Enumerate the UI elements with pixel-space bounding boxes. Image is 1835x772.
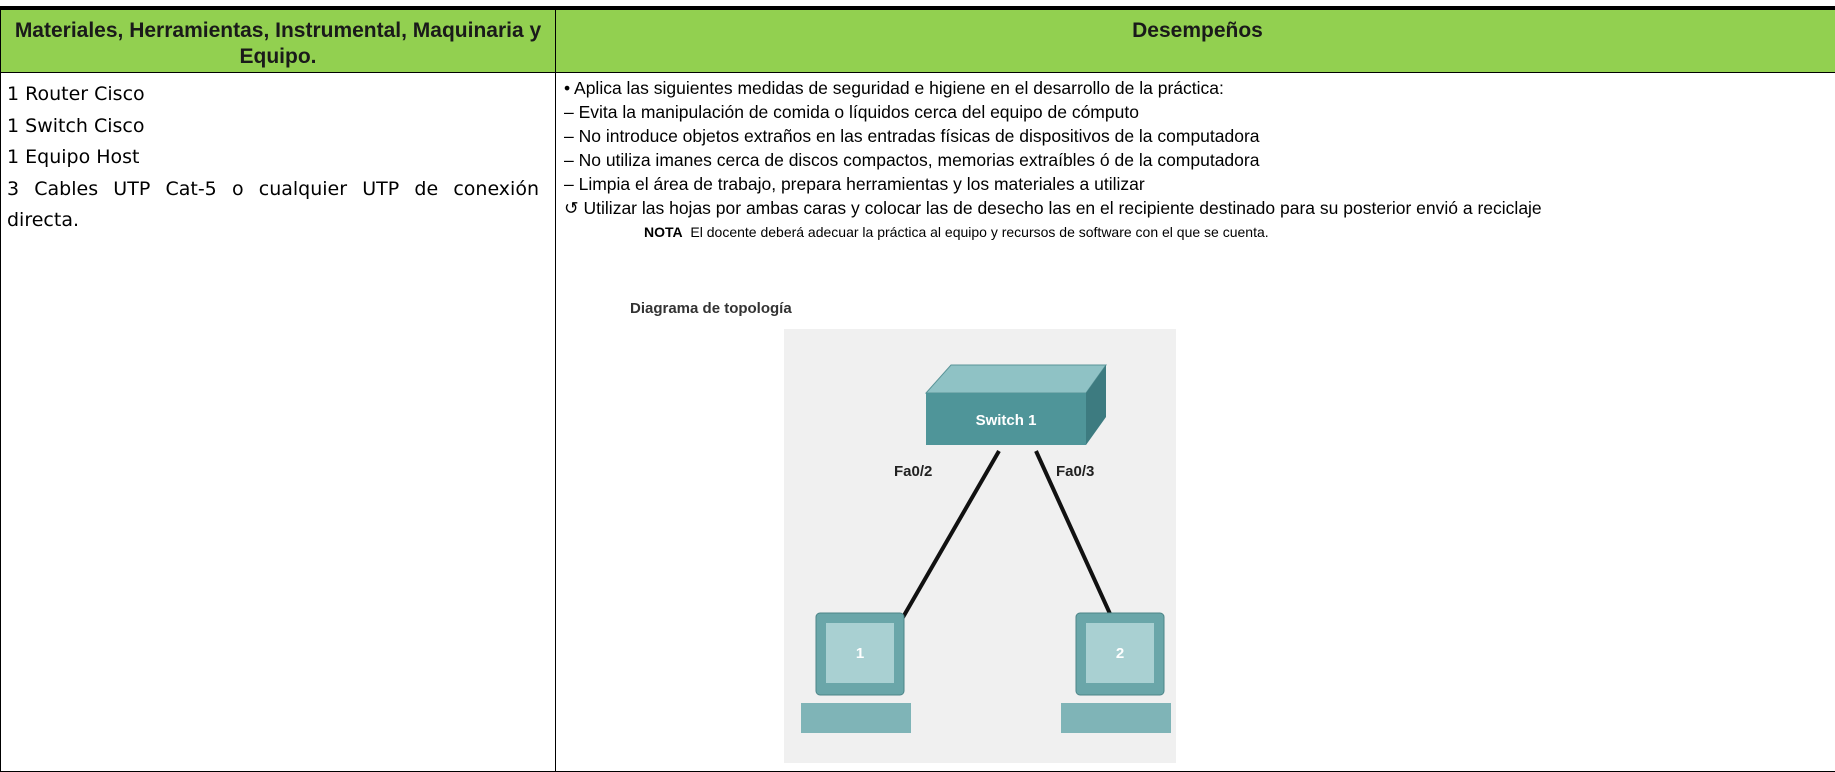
performance-item: ↺ Utilizar las hojas por ambas caras y c… (564, 198, 1542, 218)
host: 2 (1061, 612, 1171, 733)
host-label: 2 (1116, 645, 1124, 662)
performance-item: – No introduce objetos extraños en las e… (564, 126, 1260, 146)
performance-item: – Evita la manipulación de comida o líqu… (564, 102, 1139, 122)
host: 1 (801, 612, 911, 733)
cable (1034, 450, 1123, 639)
header-cell: Materiales, Herramientas, Instrumental, … (0, 9, 556, 73)
material-item: 1 Router Cisco (7, 83, 145, 105)
switch-side (1086, 365, 1106, 445)
note-label: NOTA (644, 224, 683, 240)
note-text: El docente deberá adecuar la práctica al… (690, 224, 1269, 240)
switch-top (924, 364, 1107, 394)
material-item: 3 Cables UTP Cat-5 o cualquier UTP de co… (7, 177, 539, 232)
note: NOTA El docente deberá adecuar la prácti… (564, 220, 1835, 244)
port-label: Fa0/2 (894, 463, 932, 480)
material-item: 1 Switch Cisco (7, 114, 145, 137)
switch-label: Switch 1 (976, 412, 1037, 429)
performance-item: • Aplica las siguientes medidas de segur… (564, 78, 1224, 98)
port-label: Fa0/3 (1056, 463, 1094, 480)
diagram-title: Diagrama de topología (630, 300, 792, 317)
performance-item: – No utiliza imanes cerca de discos comp… (564, 150, 1260, 170)
performance-cell: • Aplica las siguientes medidas de segur… (555, 72, 1835, 772)
materials-cell: 1 Router Cisco 1 Switch Cisco 1 Equipo H… (0, 72, 556, 772)
host-label: 1 (856, 645, 864, 662)
performance-item: – Limpia el área de trabajo, prepara her… (564, 174, 1145, 194)
switch-front (926, 393, 1086, 445)
material-item: 1 Equipo Host (7, 146, 140, 168)
cable (889, 449, 1001, 640)
top-rule (0, 6, 1835, 9)
header-cell: Desempeños (555, 9, 1835, 73)
topology-diagram: Diagrama de topología Switch 1 Fa0/2 Fa0… (630, 300, 1176, 763)
